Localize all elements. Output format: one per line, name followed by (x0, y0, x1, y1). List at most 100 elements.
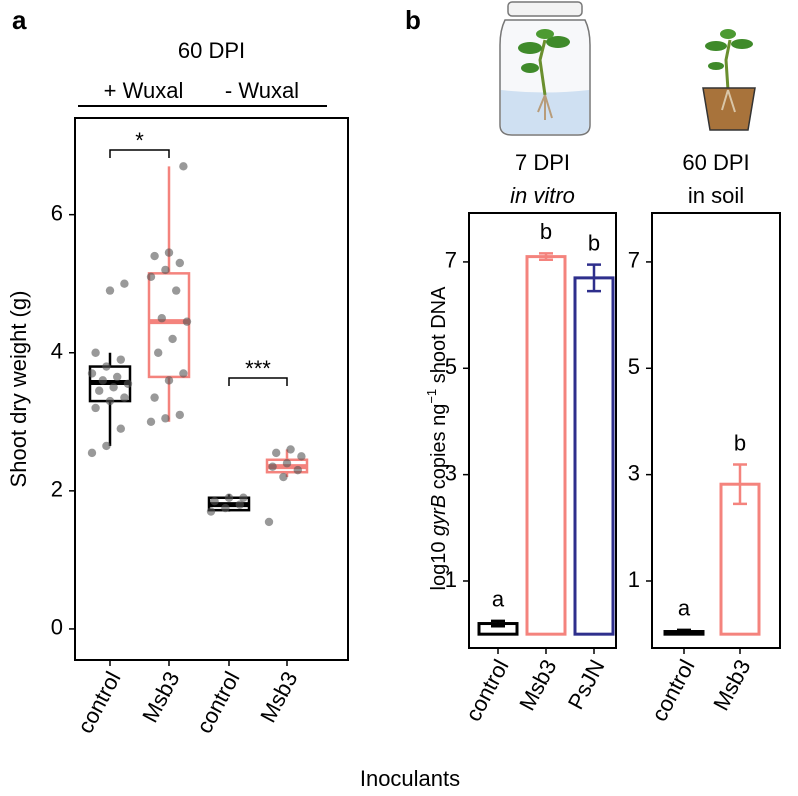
y-axis-label-part: −1 (424, 389, 439, 404)
data-point (272, 448, 281, 458)
data-point (279, 472, 288, 482)
error-bar (733, 463, 747, 506)
plot-frame (651, 212, 781, 649)
y-tick-label: 6 (51, 200, 63, 225)
significance-label: *** (245, 356, 271, 381)
y-tick-label: 5 (628, 354, 640, 379)
panel-label: b (405, 5, 421, 35)
data-point (268, 462, 277, 471)
data-point (87, 448, 97, 458)
significance-letter: b (588, 230, 600, 255)
data-point (120, 393, 129, 402)
y-axis-label-part: shoot DNA (428, 286, 450, 389)
y-axis-label-part: gyrB (428, 495, 450, 536)
data-point (105, 286, 115, 295)
error-bar (677, 628, 691, 635)
data-point (98, 376, 108, 385)
data-point (109, 383, 118, 392)
x-tick-label: Msb3 (255, 667, 302, 726)
data-point (157, 314, 166, 323)
y-tick-label: 7 (628, 248, 640, 273)
y-tick-label: 5 (445, 354, 457, 379)
data-point (150, 251, 159, 261)
y-tick-label: 7 (445, 248, 457, 273)
data-point (182, 317, 192, 326)
chart-title: 7 DPI (515, 150, 570, 175)
data-point (235, 500, 244, 509)
chart-subtitle: in vitro (510, 183, 575, 208)
data-point (102, 441, 111, 451)
y-tick-label: 2 (51, 477, 63, 502)
data-point (116, 424, 126, 433)
data-point (154, 348, 163, 357)
data-point (168, 334, 177, 344)
data-point (146, 417, 156, 426)
data-point (91, 348, 100, 357)
significance-letter: b (734, 430, 746, 455)
data-point (102, 362, 111, 371)
bar (719, 482, 761, 636)
significance-letter: a (492, 587, 505, 612)
data-point (297, 452, 306, 461)
data-point (172, 286, 181, 295)
x-tick-label: Msb3 (137, 667, 184, 726)
x-tick-label: control (191, 667, 244, 737)
plot-frame (74, 117, 349, 661)
pot-illustration (702, 29, 756, 131)
data-point (146, 272, 156, 282)
x-tick-label: Msb3 (514, 655, 561, 714)
x-tick-label: control (646, 655, 699, 725)
data-point (239, 493, 248, 502)
chart-subtitle: in soil (688, 183, 744, 208)
data-point (123, 379, 133, 389)
y-tick-label: 1 (445, 567, 457, 592)
y-axis-label-part: log10 (428, 536, 450, 591)
x-tick-label: control (460, 655, 513, 725)
data-point (116, 355, 126, 364)
panel-label: a (12, 5, 27, 35)
data-point (164, 376, 174, 385)
data-point (113, 372, 122, 382)
data-point (161, 414, 170, 423)
data-point (150, 393, 159, 402)
y-tick-label: 1 (628, 567, 640, 592)
data-point (95, 386, 104, 395)
data-point (264, 517, 274, 527)
data-point (206, 507, 216, 516)
jar-illustration (499, 1, 591, 136)
y-tick-label: 3 (628, 460, 640, 485)
y-axis-label: log10 gyrB copies ng−1 shoot DNA (424, 286, 450, 591)
data-point (286, 445, 295, 454)
data-point (91, 403, 100, 413)
chart-title: 60 DPI (178, 38, 245, 63)
plot-frame (468, 212, 617, 649)
data-point (179, 369, 188, 378)
y-axis-label: Shoot dry weight (g) (6, 291, 31, 488)
data-point (210, 496, 219, 506)
data-point (282, 459, 292, 468)
group-label: - Wuxal (225, 78, 299, 103)
x-axis-label: Inoculants (360, 766, 460, 791)
x-tick-label: PsJN (563, 655, 610, 713)
data-point (120, 279, 129, 288)
box (147, 272, 191, 379)
x-tick-label: control (72, 667, 125, 737)
error-bar (587, 263, 601, 293)
chart-title: 60 DPI (682, 150, 749, 175)
y-tick-label: 0 (51, 615, 63, 640)
y-tick-label: 3 (445, 460, 457, 485)
error-bar (539, 252, 553, 262)
data-point (293, 465, 302, 475)
data-point (161, 265, 170, 275)
y-tick-label: 4 (51, 339, 63, 364)
y-axis-label-part: copies ng (428, 404, 450, 495)
significance-label: * (135, 128, 144, 153)
significance-letter: a (678, 596, 691, 621)
significance-bracket (109, 149, 170, 158)
data-point (221, 503, 230, 513)
data-point (87, 369, 97, 378)
data-point (175, 410, 184, 420)
bar (525, 255, 567, 636)
